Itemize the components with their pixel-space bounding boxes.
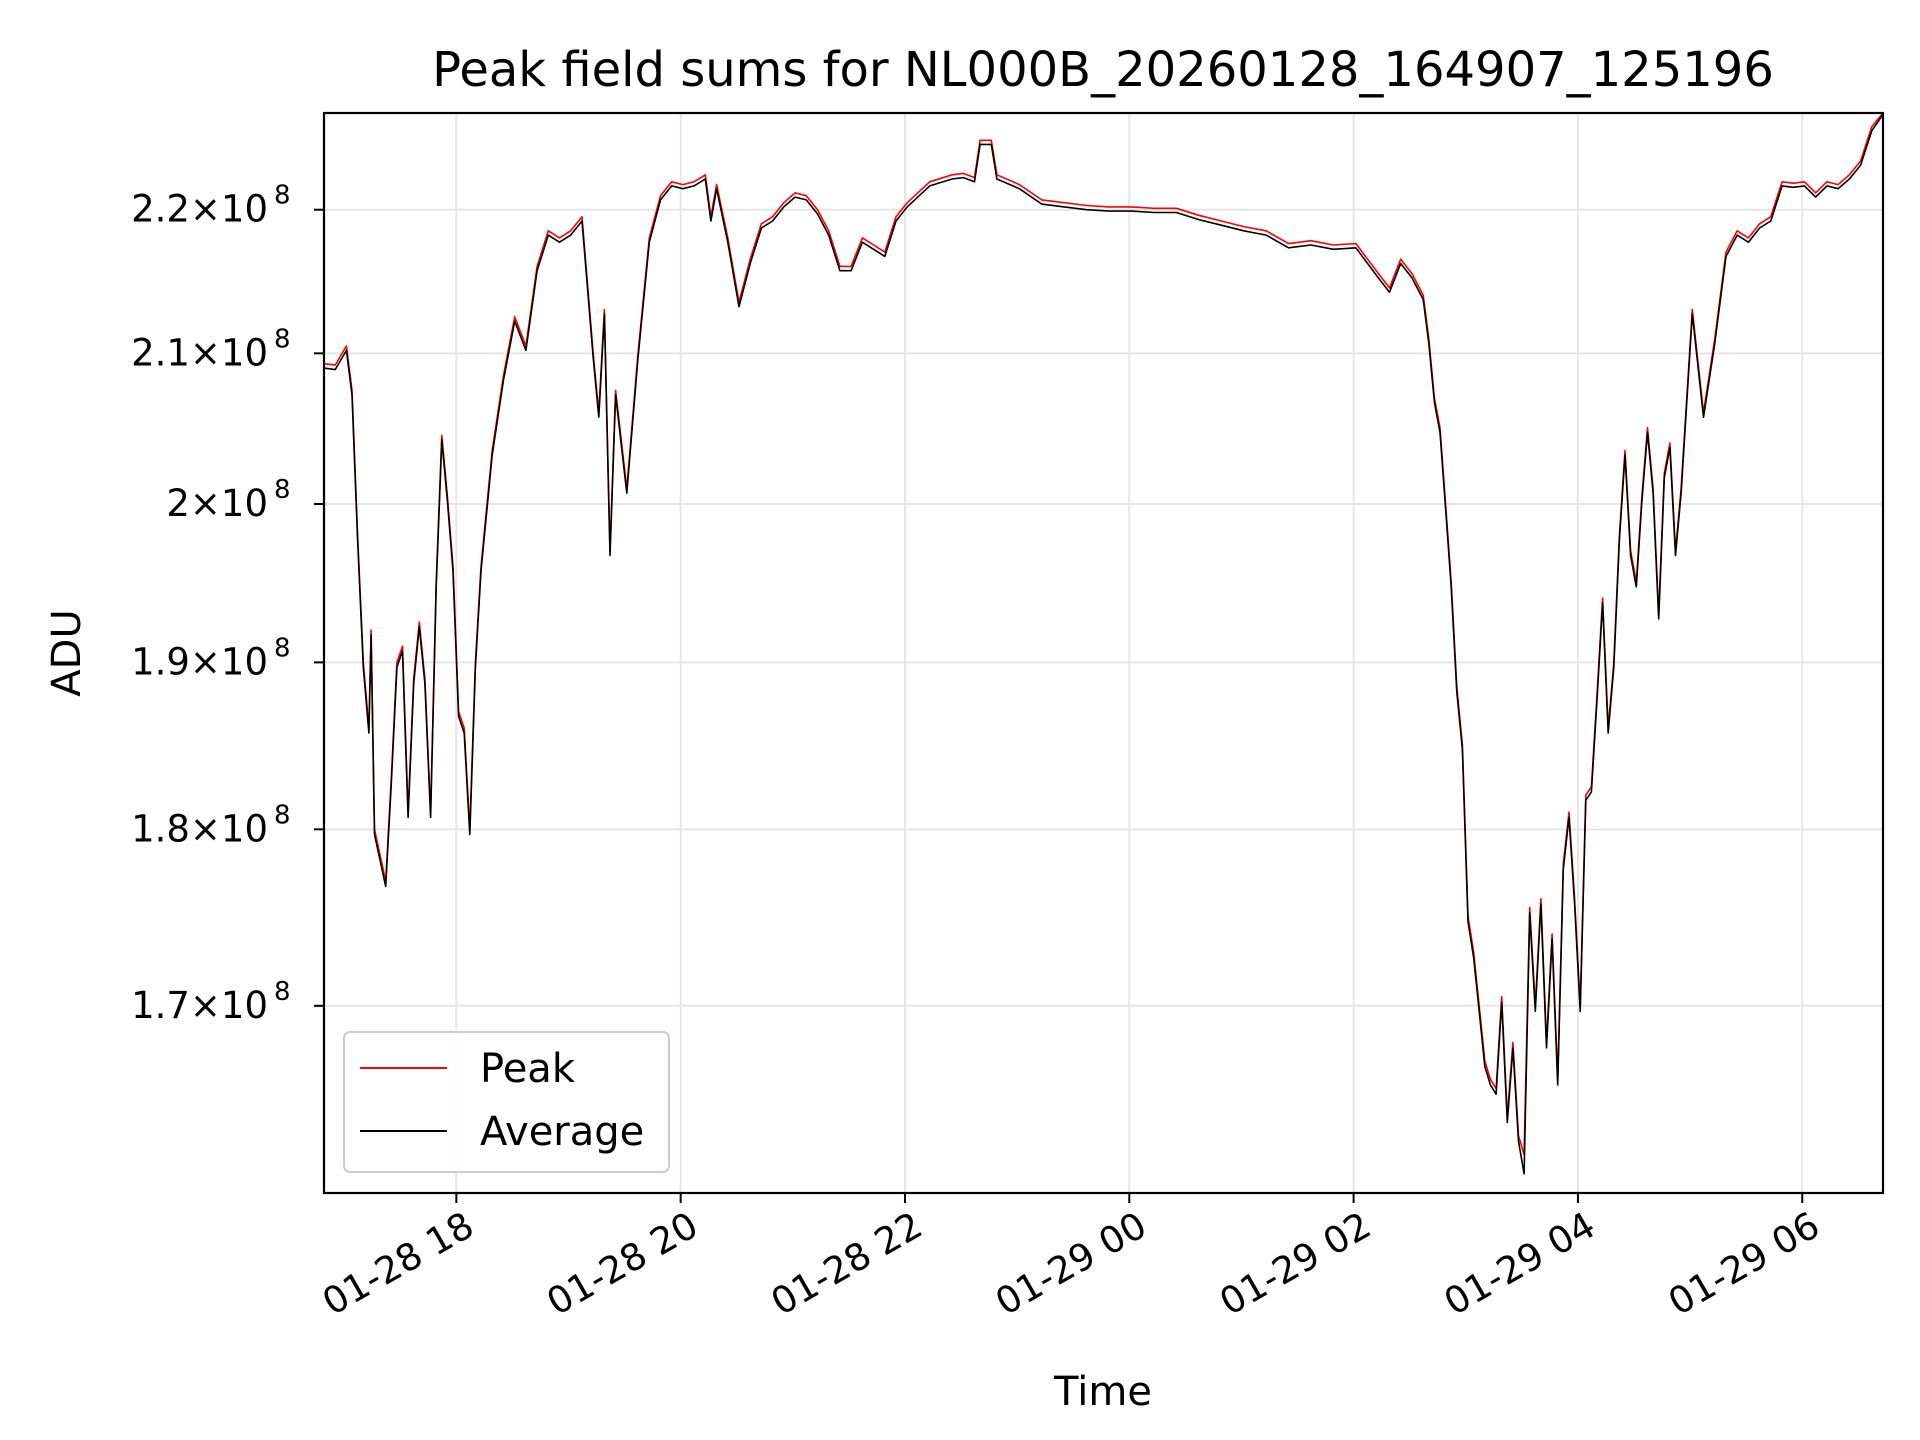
x-axis-label: Time [1053,1369,1152,1415]
legend-label-peak: Peak [480,1046,576,1092]
y-tick-exponent-5: 8 [274,181,291,211]
y-tick-exponent-4: 8 [274,324,291,354]
grid [324,113,1883,1193]
y-tick-label-0: 1.7×10 [131,984,268,1027]
y-tick-exponent-1: 8 [274,800,291,830]
series-line-average [323,113,1884,1175]
plot-frame [322,111,1885,1195]
y-tick-label-5: 2.2×10 [131,188,268,231]
y-tick-exponent-2: 8 [274,633,291,663]
y-ticks: 1.7×10 81.8×10 81.9×10 82×10 82.1×10 82.2×10 8 [131,181,324,1027]
y-tick-label-4: 2.1×10 [131,331,268,374]
y-axis-label: ADU [44,609,90,696]
series-layer [323,112,1884,1175]
y-tick-label-2: 1.9×10 [131,640,268,683]
y-tick-exponent-0: 8 [274,977,291,1007]
y-tick-label-1: 1.8×10 [131,807,268,850]
legend-label-average: Average [480,1109,644,1155]
y-tick-label-3: 2×10 [166,482,268,525]
chart-title: Peak field sums for NL000B_20260128_1649… [432,42,1774,98]
legend: Peak Average [343,1031,670,1173]
y-tick-exponent-3: 8 [274,475,291,505]
